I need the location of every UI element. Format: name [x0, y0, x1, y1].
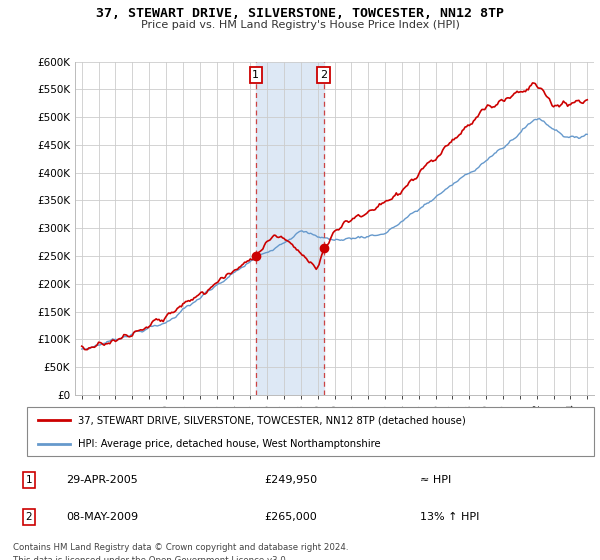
Text: 1: 1 — [25, 475, 32, 485]
Text: Contains HM Land Registry data © Crown copyright and database right 2024.
This d: Contains HM Land Registry data © Crown c… — [13, 543, 349, 560]
Text: £249,950: £249,950 — [264, 475, 317, 485]
Text: ≈ HPI: ≈ HPI — [420, 475, 451, 485]
FancyBboxPatch shape — [27, 407, 594, 456]
Text: 37, STEWART DRIVE, SILVERSTONE, TOWCESTER, NN12 8TP (detached house): 37, STEWART DRIVE, SILVERSTONE, TOWCESTE… — [78, 416, 466, 426]
Text: Price paid vs. HM Land Registry's House Price Index (HPI): Price paid vs. HM Land Registry's House … — [140, 20, 460, 30]
Bar — [256, 62, 324, 395]
Text: 13% ↑ HPI: 13% ↑ HPI — [420, 512, 479, 521]
Text: 2: 2 — [320, 70, 327, 80]
Text: 29-APR-2005: 29-APR-2005 — [66, 475, 138, 485]
Text: 2: 2 — [25, 512, 32, 521]
Text: £265,000: £265,000 — [264, 512, 317, 521]
Text: 37, STEWART DRIVE, SILVERSTONE, TOWCESTER, NN12 8TP: 37, STEWART DRIVE, SILVERSTONE, TOWCESTE… — [96, 7, 504, 20]
Text: HPI: Average price, detached house, West Northamptonshire: HPI: Average price, detached house, West… — [78, 439, 380, 449]
Text: 08-MAY-2009: 08-MAY-2009 — [66, 512, 138, 521]
Text: 1: 1 — [253, 70, 259, 80]
